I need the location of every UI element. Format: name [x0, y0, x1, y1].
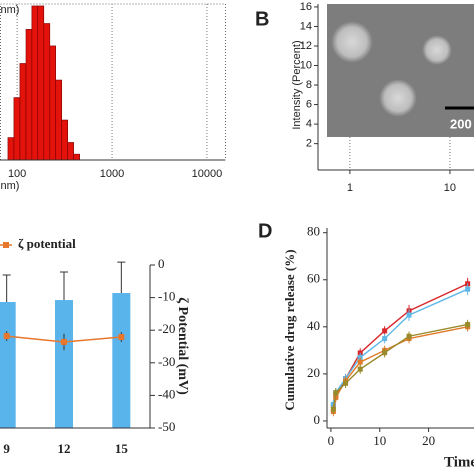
y-tick-label: 10	[300, 59, 312, 71]
line-marker	[382, 336, 388, 342]
scale-label: 200	[450, 116, 472, 131]
y-tick-label: 0	[314, 412, 321, 427]
y2-tick-label: -30	[158, 354, 175, 369]
line-marker	[406, 312, 412, 318]
legend-marker	[3, 242, 9, 248]
series-line	[332, 326, 468, 412]
line-marker	[382, 350, 388, 356]
histogram-bar	[43, 23, 51, 161]
histogram-bar	[61, 119, 68, 161]
series-line	[332, 283, 468, 407]
histogram-bar	[25, 29, 33, 161]
y2-tick-label: 0	[158, 256, 165, 271]
line-marker	[465, 321, 471, 327]
line-marker	[343, 380, 349, 386]
y-tick-label: 60	[307, 271, 320, 286]
x-tick-label: 1	[347, 182, 353, 194]
y-tick-label: 16	[300, 1, 312, 13]
x-axis-label: Time	[444, 454, 474, 470]
bar	[0, 302, 16, 428]
x-tick-label: 20	[422, 433, 435, 448]
line-marker	[406, 333, 412, 339]
error-bar	[117, 261, 126, 294]
histogram-bar	[67, 142, 74, 161]
histogram-bar	[55, 79, 63, 161]
histogram-bar	[31, 5, 39, 161]
x-tick-label: 10	[444, 182, 456, 194]
tem-inset	[327, 4, 474, 137]
line-marker	[61, 338, 67, 345]
x-tick-label: 12	[58, 441, 71, 456]
error-bar	[2, 274, 11, 303]
particle	[379, 79, 417, 117]
series-line	[332, 288, 468, 405]
x-tick-label: 9	[3, 441, 10, 456]
y-tick-label: 4	[306, 118, 312, 130]
line-marker	[382, 328, 388, 334]
y-axis-label: Cumulative drug release (%)	[282, 249, 297, 410]
y-axis-label: Intensity (Percent)	[291, 40, 303, 129]
y-tick-label: 2	[306, 138, 312, 150]
particle	[422, 35, 452, 65]
histogram-bar	[19, 63, 27, 161]
histogram-bar	[73, 153, 80, 161]
panel-label: B	[255, 8, 269, 30]
y-tick-label: 8	[306, 79, 312, 91]
y-tick-label: 14	[300, 20, 312, 32]
y-tick-label: 20	[307, 365, 320, 380]
panel-label: D	[258, 220, 272, 242]
bar	[55, 300, 73, 428]
histogram-bar	[13, 97, 21, 161]
x-tick-label: 10000	[192, 168, 223, 180]
x-tick-label: 10	[373, 433, 386, 448]
y2-tick-label: -50	[158, 419, 175, 434]
line-marker	[465, 286, 471, 292]
y-tick-label: 12	[300, 40, 312, 52]
x-axis-label: nm)	[1, 180, 20, 192]
legend-label: ζ potential	[18, 236, 76, 251]
y2-tick-label: -40	[158, 386, 175, 401]
x-tick-label: 0	[328, 433, 335, 448]
line-marker	[357, 366, 363, 372]
y2-tick-label: -10	[158, 289, 175, 304]
corner-text: nm)	[1, 4, 20, 16]
y2-tick-label: -20	[158, 321, 175, 336]
x-tick-label: 15	[115, 441, 129, 456]
x-tick-label: 1000	[100, 168, 124, 180]
bar	[112, 293, 131, 428]
line-marker	[333, 390, 339, 396]
error-bar	[60, 271, 68, 301]
line-marker	[357, 359, 363, 365]
line-marker	[118, 334, 125, 341]
particle	[331, 21, 373, 63]
y2-axis-label: ζ Potential (mV)	[175, 297, 190, 395]
y-tick-label: 40	[307, 318, 320, 333]
y-tick-label: 6	[306, 98, 312, 110]
frame	[0, 3, 226, 161]
line-marker	[3, 333, 10, 340]
y-tick-label: 80	[307, 224, 320, 239]
histogram-bar	[7, 137, 15, 161]
x-tick-label: 100	[8, 168, 26, 180]
histogram-bar	[37, 5, 45, 161]
histogram-bar	[49, 45, 57, 161]
line-marker	[330, 406, 336, 412]
